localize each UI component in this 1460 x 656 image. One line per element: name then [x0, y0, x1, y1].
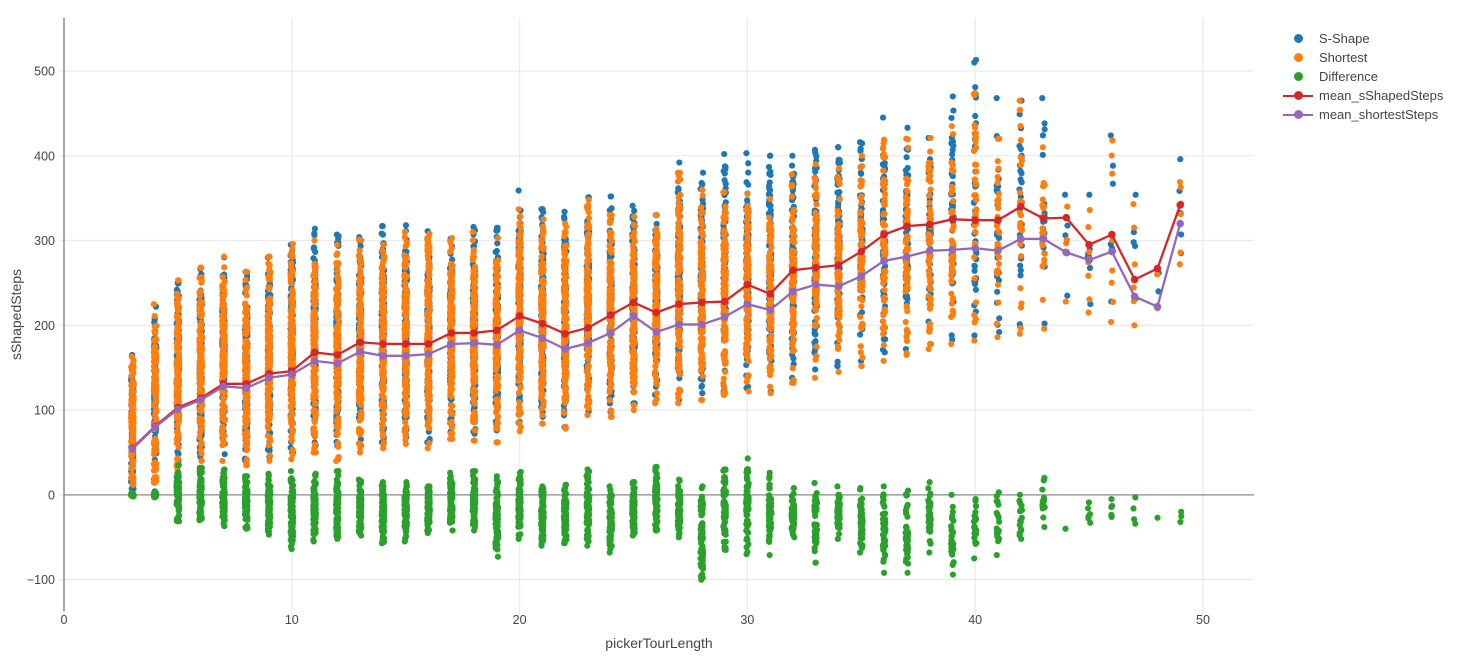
svg-text:−100: −100: [27, 573, 55, 587]
legend-label-mean-sshapedsteps: mean_sShapedSteps: [1319, 88, 1444, 103]
legend-item-shortest[interactable]: Shortest: [1282, 48, 1443, 67]
svg-text:0: 0: [48, 488, 55, 502]
svg-text:50: 50: [1196, 613, 1210, 627]
mean-shorteststeps-line-icon: [1282, 108, 1315, 122]
s-shape-marker-icon: [1282, 32, 1315, 46]
svg-text:400: 400: [34, 149, 55, 163]
legend-item-mean-shorteststeps[interactable]: mean_shortestSteps: [1282, 105, 1443, 124]
legend-item-mean-sshapedsteps[interactable]: mean_sShapedSteps: [1282, 86, 1443, 105]
svg-text:40: 40: [968, 613, 982, 627]
svg-text:0: 0: [61, 613, 68, 627]
shortest-marker-icon: [1282, 51, 1315, 65]
svg-text:10: 10: [285, 613, 299, 627]
legend-item-difference[interactable]: Difference: [1282, 67, 1443, 86]
legend-label-shortest: Shortest: [1319, 50, 1368, 65]
svg-text:20: 20: [513, 613, 527, 627]
svg-text:30: 30: [740, 613, 754, 627]
legend: S-Shape Shortest Difference mean_sShaped…: [1282, 29, 1443, 124]
mean-sshapedsteps-line-icon: [1282, 89, 1315, 103]
svg-text:100: 100: [34, 404, 55, 418]
legend-item-s-shape[interactable]: S-Shape: [1282, 29, 1443, 48]
legend-label-mean-shorteststeps: mean_shortestSteps: [1319, 107, 1439, 122]
difference-marker-icon: [1282, 70, 1315, 84]
legend-label-s-shape: S-Shape: [1319, 31, 1370, 46]
svg-text:500: 500: [34, 64, 55, 78]
svg-text:300: 300: [34, 234, 55, 248]
legend-label-difference: Difference: [1319, 69, 1379, 84]
svg-text:200: 200: [34, 319, 55, 333]
